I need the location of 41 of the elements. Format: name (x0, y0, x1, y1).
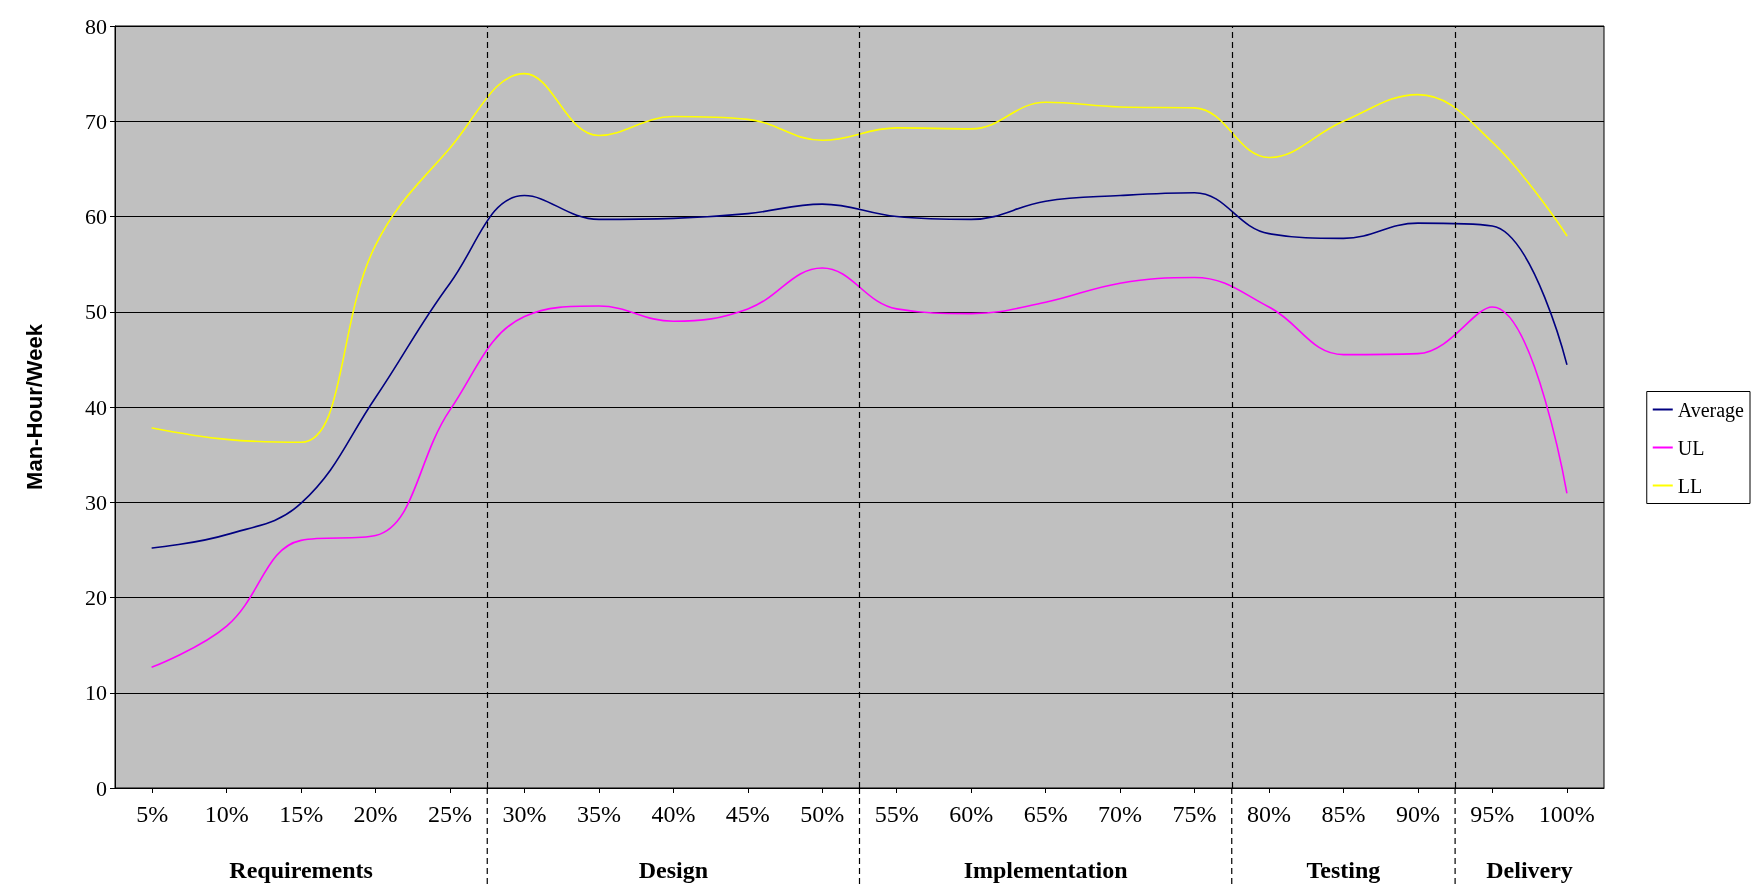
line-series (151, 191, 1568, 549)
x-tick-label: 10% (204, 801, 249, 827)
x-tick-label: 90% (1395, 801, 1440, 827)
legend-label: LL (1677, 474, 1703, 497)
y-tick-label: 20 (85, 585, 107, 610)
x-tick-label: 80% (1246, 801, 1291, 827)
y-tick-label: 60 (85, 204, 107, 229)
y-tick-label: 30 (85, 489, 107, 515)
line-series (151, 267, 1568, 668)
y-axis-title: Man-Hour/Week (21, 323, 47, 490)
text: Design (638, 857, 709, 883)
text: Testing (1306, 857, 1381, 883)
y-tick-label: 70 (85, 108, 107, 134)
x-tick-label: 65% (1023, 801, 1068, 827)
x-tick-label: 50% (800, 801, 845, 827)
x-tick-label: 75% (1172, 801, 1217, 827)
y-tick-label: 0 (96, 775, 107, 801)
y-tick-label: 10 (85, 680, 107, 706)
legend-label: Average (1677, 398, 1745, 422)
line-series (151, 72, 1568, 444)
text: Delivery (1486, 857, 1573, 883)
x-tick-label: 95% (1470, 801, 1515, 827)
legend-label: UL (1677, 436, 1705, 459)
x-tick-label: 35% (576, 801, 621, 827)
x-tick-label: 5% (136, 801, 169, 827)
text: Implementation (963, 857, 1128, 883)
x-tick-label: 60% (949, 801, 994, 827)
y-tick-label: 80 (85, 13, 107, 39)
x-tick-label: 15% (279, 801, 324, 827)
y-tick-label: 50 (85, 299, 107, 325)
x-tick-label: 20% (353, 801, 398, 827)
x-tick-label: 25% (428, 801, 473, 827)
x-tick-label: 85% (1321, 801, 1366, 827)
x-tick-label: 40% (651, 801, 696, 827)
x-tick-label: 70% (1098, 801, 1143, 827)
x-tick-label: 55% (874, 801, 919, 827)
text: Requirements (229, 857, 373, 883)
y-tick-label: 40 (85, 394, 107, 420)
x-tick-label: 30% (502, 801, 547, 827)
x-tick-label: 45% (725, 801, 770, 827)
x-tick-label: 100% (1538, 801, 1595, 827)
